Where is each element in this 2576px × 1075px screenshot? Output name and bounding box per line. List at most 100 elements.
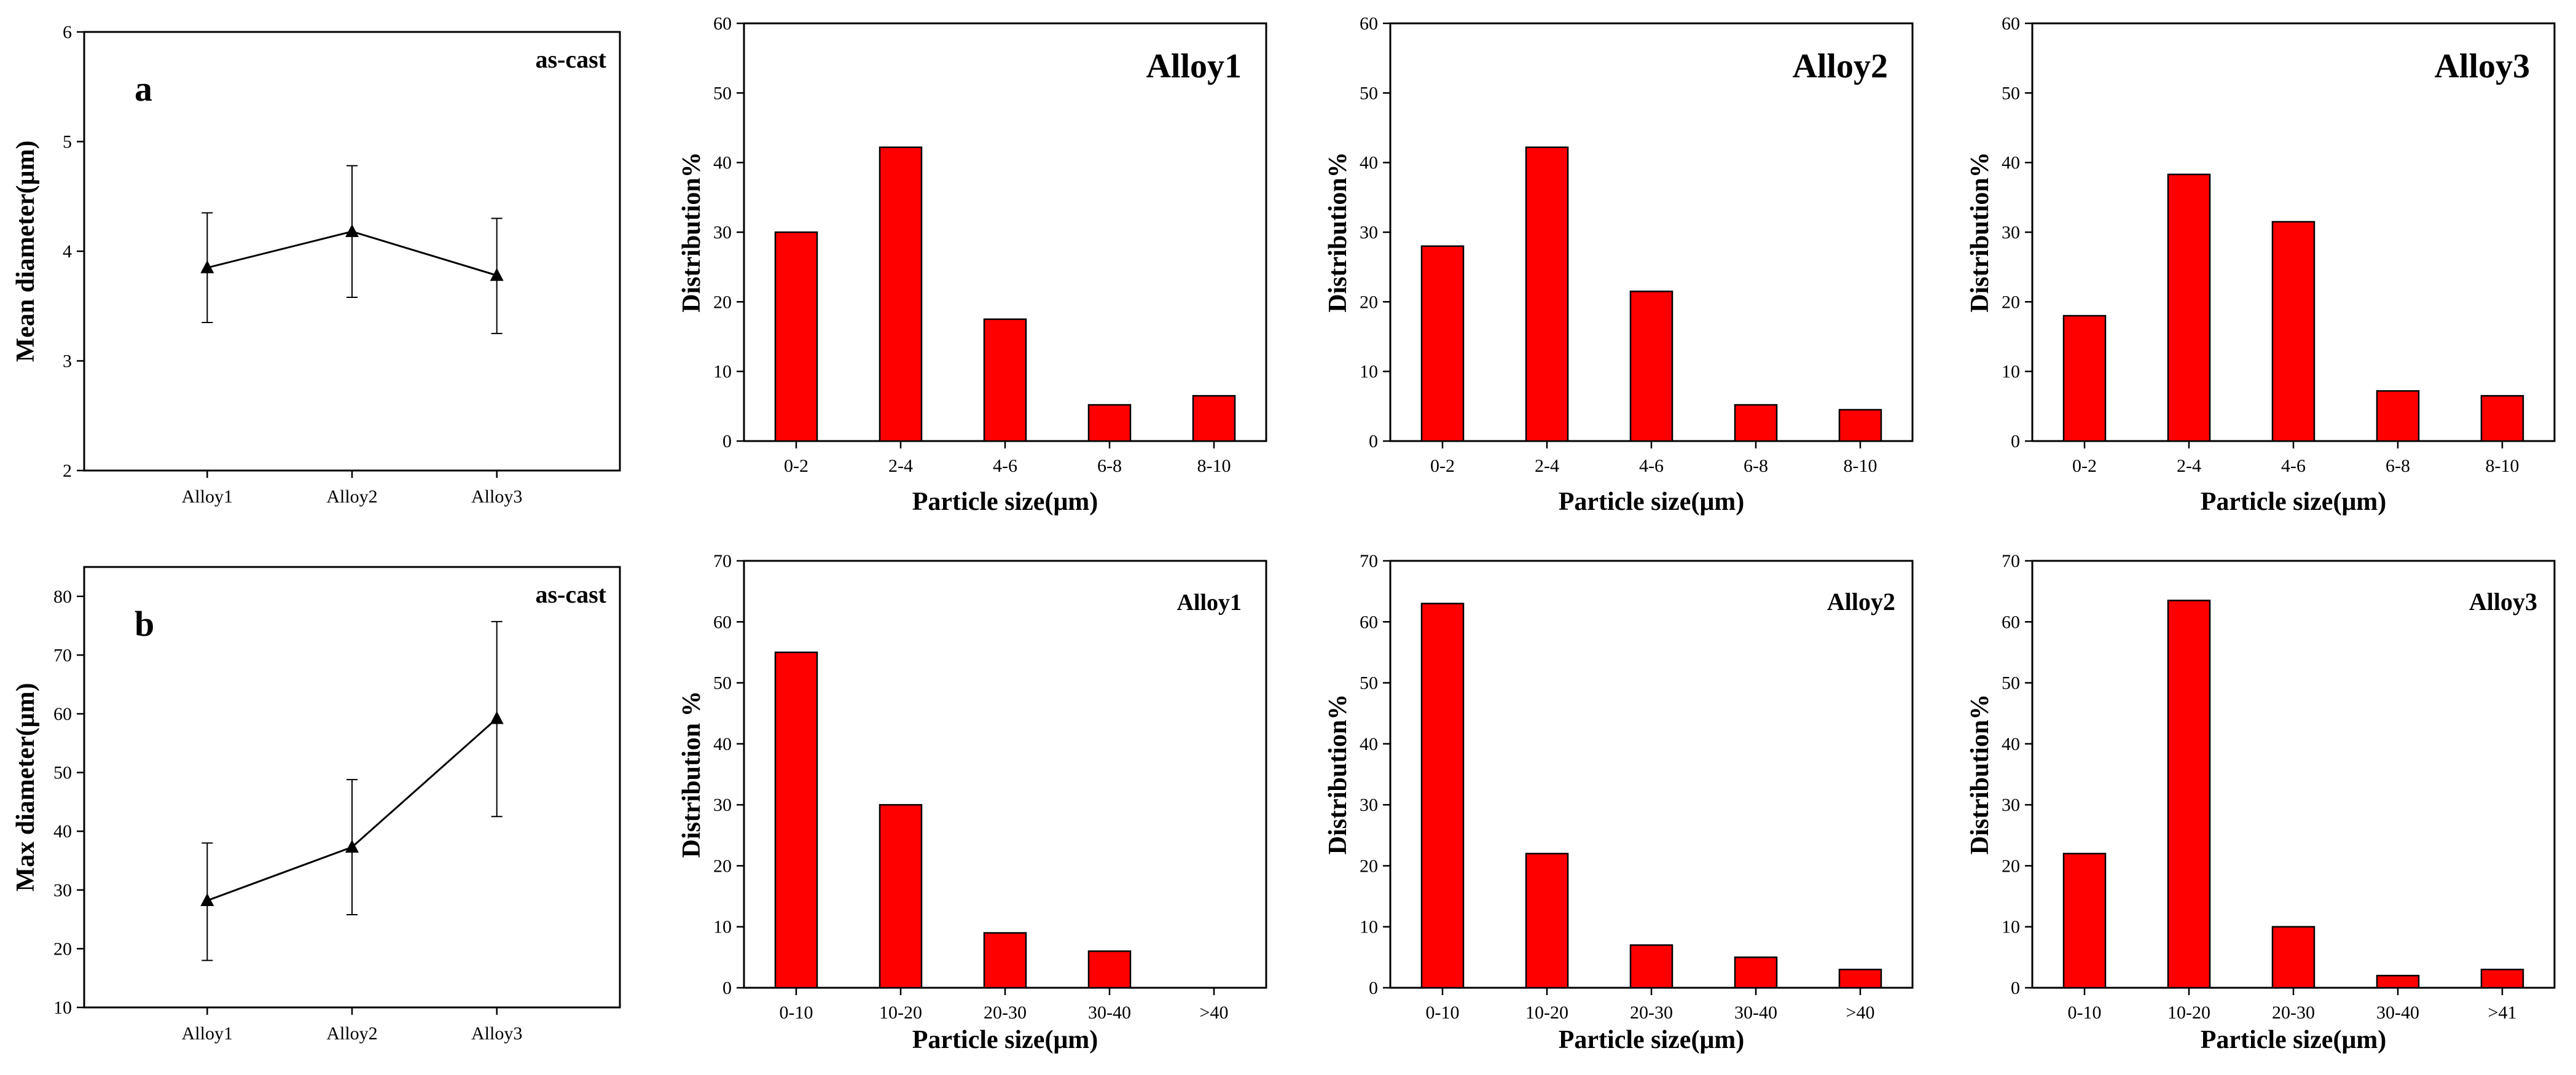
max-alloy1-xlabel: Particle size(μm) bbox=[912, 1026, 1098, 1054]
mean-alloy2-ytick-label: 40 bbox=[1360, 153, 1378, 173]
max-alloy3-title: Alloy3 bbox=[2469, 588, 2537, 616]
max-alloy1-ylabel: Distribution % bbox=[678, 691, 706, 858]
max-data-point bbox=[345, 840, 359, 853]
mean-alloy2-panel: 0 10 20 30 40 50 60 0-2 2-4 4-6 6-8 8-10 Particle si… bbox=[1324, 14, 1914, 516]
mean-alloy2-bar bbox=[1525, 146, 1569, 442]
max-alloy2-bar bbox=[1420, 603, 1465, 989]
mean-alloy2-xtick-label: 6-8 bbox=[1744, 456, 1768, 476]
max-alloy1-xtick-label: 0-10 bbox=[780, 1003, 813, 1023]
max-alloy3-ytick-label: 60 bbox=[2002, 612, 2020, 632]
mean-alloy3-ytick-label: 20 bbox=[2002, 292, 2020, 312]
mean-alloy3-ytick-label: 50 bbox=[2002, 83, 2020, 103]
mean-alloy1-ylabel: Distribution% bbox=[678, 152, 706, 312]
max-ytick-label: 10 bbox=[53, 998, 72, 1018]
mean-alloy1-ytick-label: 50 bbox=[713, 83, 732, 103]
mean-alloy1-ytick-label: 40 bbox=[713, 153, 732, 173]
max-alloy1-xtick-label: 10-20 bbox=[879, 1003, 922, 1023]
mean-alloy2-xlabel: Particle size(μm) bbox=[1559, 488, 1744, 516]
mean-alloy1-ytick-label: 20 bbox=[713, 292, 732, 312]
max-alloy3-plot-frame bbox=[2031, 560, 2556, 989]
max-alloy1-bar bbox=[879, 803, 923, 989]
mean-alloy2-title: Alloy2 bbox=[1792, 47, 1888, 85]
mean-alloy2-ytick-label: 10 bbox=[1360, 362, 1378, 382]
mean-panel-letter: a bbox=[135, 69, 152, 109]
mean-data-point bbox=[345, 224, 359, 237]
max-alloy2-ylabel: Distribution% bbox=[1324, 694, 1352, 854]
max-xtick-label: Alloy2 bbox=[326, 1023, 377, 1044]
mean-alloy2-ytick-label: 60 bbox=[1360, 14, 1378, 34]
mean-alloy1-ytick-label: 10 bbox=[713, 362, 732, 382]
max-alloy2-xtick-label: 20-30 bbox=[1630, 1003, 1673, 1023]
max-alloy1-bar bbox=[983, 932, 1027, 989]
max-alloy1-ytick-label: 40 bbox=[713, 734, 732, 754]
max-alloy3-ytick-label: 50 bbox=[2002, 673, 2020, 694]
mean-ytick-label: 4 bbox=[63, 241, 72, 262]
max-alloy3-ytick-label: 40 bbox=[2002, 734, 2020, 754]
max-alloy3-ytick-label: 10 bbox=[2002, 917, 2020, 937]
mean-alloy2-xtick-label: 4-6 bbox=[1639, 456, 1664, 476]
max-alloy2-bar bbox=[1838, 968, 1882, 989]
max-alloy3-bar bbox=[2376, 974, 2420, 989]
max-alloy2-ytick-label: 30 bbox=[1360, 795, 1378, 815]
mean-alloy1-xlabel: Particle size(μm) bbox=[912, 488, 1098, 516]
max-alloy2-bar bbox=[1734, 956, 1778, 989]
mean-alloy3-xtick-label: 0-2 bbox=[2072, 456, 2097, 476]
mean-alloy3-xtick-label: 2-4 bbox=[2177, 456, 2201, 476]
max-alloy2-bar bbox=[1525, 853, 1569, 989]
mean-alloy1-bar bbox=[879, 146, 923, 442]
mean-alloy3-ytick-label: 30 bbox=[2002, 222, 2020, 243]
mean-xtick-label: Alloy2 bbox=[326, 487, 377, 507]
max-alloy3-bar bbox=[2167, 600, 2211, 989]
mean-ytick-label: 5 bbox=[63, 132, 72, 152]
max-alloy1-bar bbox=[774, 651, 818, 989]
mean-alloy2-ytick-label: 20 bbox=[1360, 292, 1378, 312]
mean-alloy3-ytick-label: 40 bbox=[2002, 153, 2020, 173]
max-alloy2-ytick-label: 10 bbox=[1360, 917, 1378, 937]
max-alloy2-ytick-label: 0 bbox=[1369, 978, 1378, 998]
max-data-point bbox=[490, 711, 504, 724]
max-alloy3-panel: 0 10 20 30 40 50 60 70 0-10 10-20 20-30 30-40 >41 Par… bbox=[1966, 551, 2556, 1054]
max-alloy3-ylabel: Distribution% bbox=[1966, 694, 1994, 854]
mean-alloy2-ylabel: Distribution% bbox=[1324, 152, 1352, 312]
mean-alloy3-title: Alloy3 bbox=[2434, 47, 2530, 85]
max-alloy3-xtick-label: 30-40 bbox=[2376, 1003, 2419, 1023]
max-alloy2-ytick-label: 20 bbox=[1360, 856, 1378, 876]
mean-alloy3-bar bbox=[2062, 315, 2107, 442]
max-alloy2-xtick-label: >40 bbox=[1846, 1003, 1875, 1023]
mean-annotation: as-cast bbox=[535, 45, 606, 73]
mean-alloy3-bar bbox=[2271, 221, 2316, 442]
max-alloy2-xlabel: Particle size(μm) bbox=[1559, 1026, 1744, 1054]
max-alloy1-xtick-label: >40 bbox=[1200, 1003, 1229, 1023]
max-alloy2-xtick-label: 10-20 bbox=[1525, 1003, 1568, 1023]
mean-alloy3-bar bbox=[2480, 395, 2524, 442]
max-xtick-label: Alloy1 bbox=[182, 1023, 233, 1044]
max-annotation: as-cast bbox=[535, 580, 606, 608]
max-alloy1-ytick-label: 30 bbox=[713, 795, 732, 815]
max-alloy2-ytick-label: 40 bbox=[1360, 734, 1378, 754]
max-alloy3-bar bbox=[2480, 968, 2524, 989]
max-alloy3-xtick-label: 10-20 bbox=[2167, 1003, 2210, 1023]
max-alloy2-bar bbox=[1629, 944, 1674, 989]
max-alloy1-ytick-label: 50 bbox=[713, 673, 732, 694]
max-alloy3-ytick-label: 0 bbox=[2011, 978, 2020, 998]
max-alloy1-ytick-label: 0 bbox=[722, 978, 732, 998]
max-alloy3-xtick-label: 20-30 bbox=[2272, 1003, 2315, 1023]
max-alloy3-ytick-label: 70 bbox=[2002, 551, 2020, 571]
max-ytick-label: 80 bbox=[53, 587, 72, 607]
mean-xtick-label: Alloy3 bbox=[471, 487, 522, 507]
max-alloy2-xtick-label: 30-40 bbox=[1734, 1003, 1777, 1023]
mean-alloy1-bar bbox=[774, 231, 818, 442]
mean-alloy2-bar bbox=[1734, 404, 1778, 442]
max-alloy1-bar bbox=[1087, 950, 1132, 989]
max-xtick-label: Alloy3 bbox=[471, 1023, 522, 1044]
max-alloy2-plot-frame bbox=[1389, 560, 1914, 989]
mean-alloy1-panel: 0 10 20 30 40 50 60 0-2 2-4 4-6 6-8 8-10 Particle si… bbox=[678, 14, 1267, 516]
mean-alloy3-ylabel: Distribution% bbox=[1966, 152, 1994, 312]
max-alloy1-ytick-label: 10 bbox=[713, 917, 732, 937]
mean-alloy1-xtick-label: 6-8 bbox=[1097, 456, 1122, 476]
mean-alloy3-xlabel: Particle size(μm) bbox=[2201, 488, 2386, 516]
max-alloy2-title: Alloy2 bbox=[1827, 588, 1895, 616]
mean-alloy3-xtick-label: 4-6 bbox=[2281, 456, 2306, 476]
mean-xtick-label: Alloy1 bbox=[182, 487, 233, 507]
